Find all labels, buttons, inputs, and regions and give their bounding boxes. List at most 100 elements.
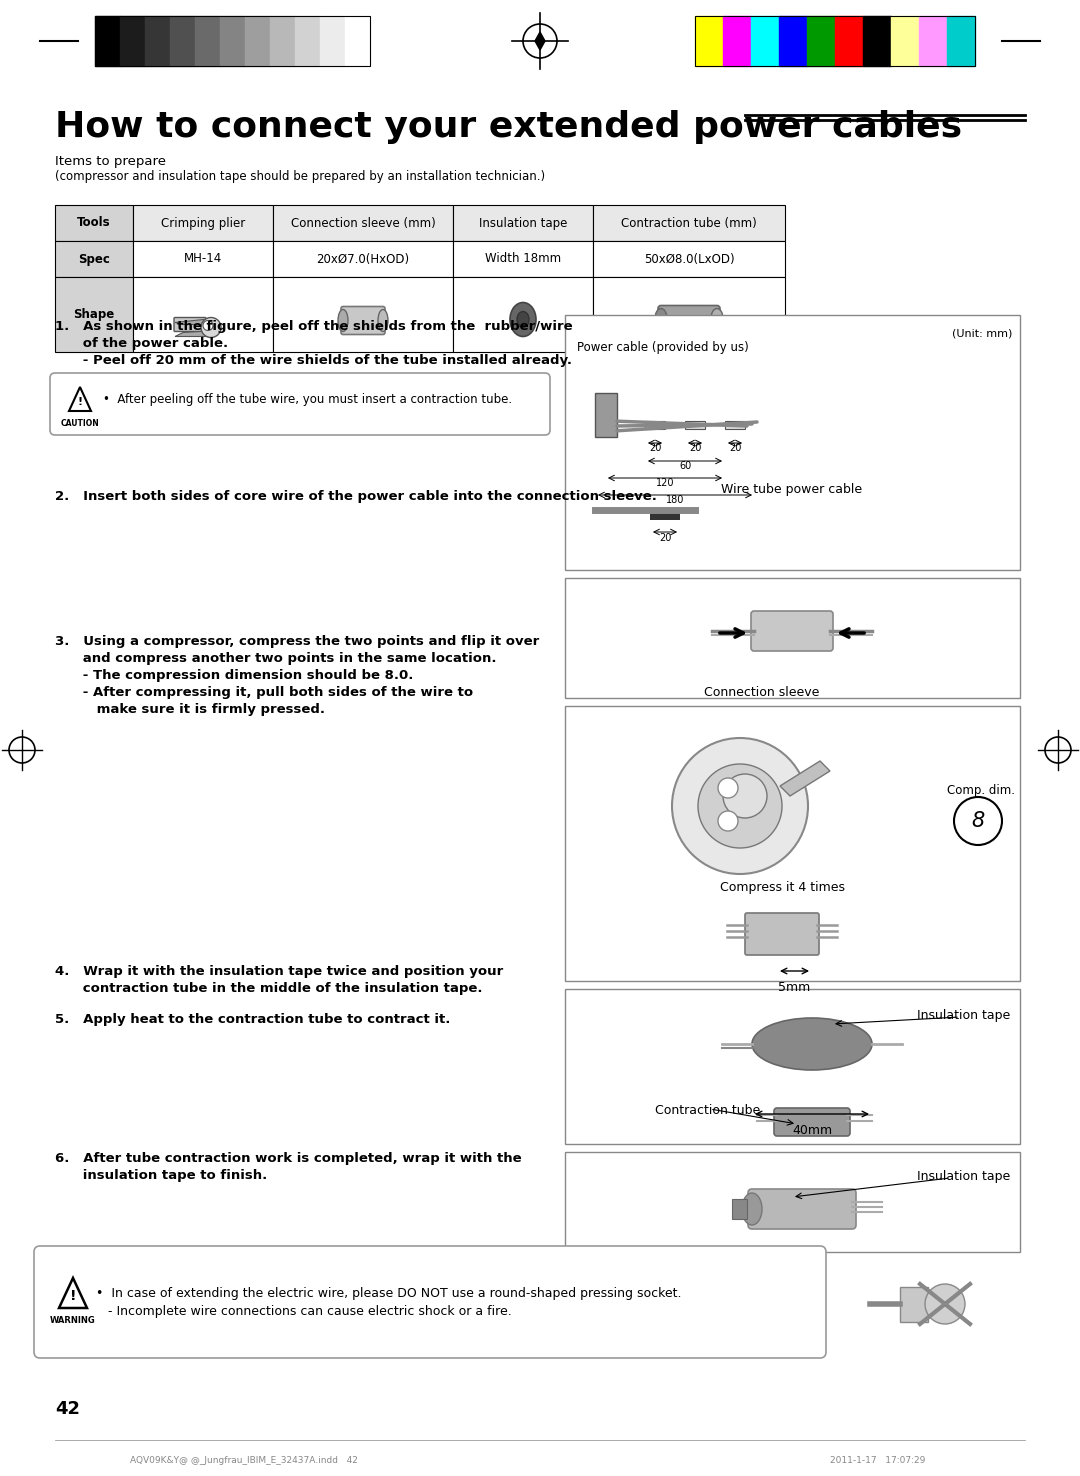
Text: - Peel off 20 mm of the wire shields of the tube installed already.: - Peel off 20 mm of the wire shields of …	[55, 354, 572, 368]
FancyBboxPatch shape	[748, 1190, 856, 1230]
Text: 180: 180	[665, 494, 685, 505]
Text: 20xØ7.0(HxOD): 20xØ7.0(HxOD)	[316, 252, 409, 266]
Text: contraction tube in the middle of the insulation tape.: contraction tube in the middle of the in…	[55, 982, 483, 995]
Bar	[807, 16, 835, 66]
Text: (compressor and insulation tape should be prepared by an installation technician: (compressor and insulation tape should b…	[55, 170, 545, 183]
Text: Connection sleeve: Connection sleeve	[704, 686, 820, 700]
Circle shape	[723, 773, 767, 818]
Bar	[273, 277, 453, 351]
Bar	[696, 16, 975, 66]
Bar	[245, 16, 270, 66]
Text: Shape: Shape	[73, 308, 114, 320]
Polygon shape	[69, 387, 91, 410]
Bar	[453, 205, 593, 241]
Bar	[565, 579, 1020, 698]
Text: Spec: Spec	[78, 252, 110, 266]
Text: WARNING: WARNING	[50, 1317, 96, 1325]
FancyBboxPatch shape	[341, 307, 384, 335]
Ellipse shape	[654, 308, 667, 329]
Text: How to connect your extended power cables: How to connect your extended power cable…	[55, 111, 962, 145]
Circle shape	[203, 320, 213, 331]
Polygon shape	[780, 762, 831, 796]
Text: - The compression dimension should be 8.0.: - The compression dimension should be 8.…	[55, 669, 414, 682]
Text: Insulation tape: Insulation tape	[917, 1170, 1010, 1182]
Text: 8: 8	[971, 810, 985, 831]
Text: AQV09K&Y@ @_Jungfrau_IBIM_E_32437A.indd   42: AQV09K&Y@ @_Jungfrau_IBIM_E_32437A.indd …	[130, 1455, 357, 1466]
Bar	[725, 421, 745, 430]
Text: - Incomplete wire connections can cause electric shock or a fire.: - Incomplete wire connections can cause …	[96, 1305, 512, 1318]
Bar	[220, 16, 245, 66]
Bar	[170, 16, 195, 66]
Text: Crimping plier: Crimping plier	[161, 217, 245, 229]
Bar	[55, 241, 133, 277]
Bar	[55, 277, 133, 351]
Bar	[685, 421, 705, 430]
Bar	[120, 16, 145, 66]
FancyBboxPatch shape	[774, 1108, 850, 1137]
Text: •  After peeling off the tube wire, you must insert a contraction tube.: • After peeling off the tube wire, you m…	[103, 394, 512, 406]
Bar	[295, 16, 320, 66]
Bar	[751, 16, 779, 66]
Bar	[95, 16, 370, 66]
Bar	[565, 989, 1020, 1144]
Text: 1.   As shown in the figure, peel off the shields from the  rubber/wire: 1. As shown in the figure, peel off the …	[55, 320, 572, 334]
Bar	[779, 16, 807, 66]
Text: Wire tube power cable: Wire tube power cable	[721, 483, 863, 496]
FancyBboxPatch shape	[658, 306, 720, 332]
Text: CAUTION: CAUTION	[60, 419, 99, 428]
Circle shape	[924, 1284, 966, 1324]
Polygon shape	[175, 319, 219, 325]
FancyBboxPatch shape	[50, 373, 550, 435]
Ellipse shape	[742, 1193, 762, 1225]
Bar	[919, 16, 947, 66]
Text: 42: 42	[55, 1401, 80, 1418]
Text: •  In case of extending the electric wire, please DO NOT use a round-shaped pres: • In case of extending the electric wire…	[96, 1287, 681, 1300]
Polygon shape	[535, 32, 545, 50]
Bar	[593, 205, 785, 241]
Text: 120: 120	[656, 478, 674, 489]
Ellipse shape	[752, 1018, 872, 1070]
Bar	[95, 16, 120, 66]
Circle shape	[718, 778, 738, 799]
Text: 5mm: 5mm	[778, 982, 810, 993]
Bar	[723, 16, 751, 66]
Bar	[732, 1199, 747, 1219]
FancyBboxPatch shape	[33, 1246, 826, 1358]
Text: 2.   Insert both sides of core wire of the power cable into the connection sleev: 2. Insert both sides of core wire of the…	[55, 490, 657, 503]
Polygon shape	[59, 1278, 87, 1308]
Bar	[593, 277, 785, 351]
Ellipse shape	[517, 311, 529, 328]
Text: 2011-1-17   17:07:29: 2011-1-17 17:07:29	[831, 1455, 926, 1466]
Bar	[145, 16, 170, 66]
Bar	[593, 241, 785, 277]
Bar	[900, 1287, 928, 1322]
Text: 60: 60	[679, 461, 691, 471]
Ellipse shape	[711, 308, 723, 329]
Circle shape	[698, 765, 782, 849]
Ellipse shape	[378, 310, 388, 332]
Text: Connection sleeve (mm): Connection sleeve (mm)	[291, 217, 435, 229]
Text: 3.   Using a compressor, compress the two points and flip it over: 3. Using a compressor, compress the two …	[55, 635, 539, 648]
FancyBboxPatch shape	[745, 914, 819, 955]
Text: 50xØ8.0(LxOD): 50xØ8.0(LxOD)	[644, 252, 734, 266]
Bar	[320, 16, 345, 66]
Text: MH-14: MH-14	[184, 252, 222, 266]
Bar	[595, 393, 617, 437]
Ellipse shape	[338, 310, 348, 332]
Text: insulation tape to finish.: insulation tape to finish.	[55, 1169, 267, 1182]
Text: Insulation tape: Insulation tape	[478, 217, 567, 229]
Bar	[565, 314, 1020, 570]
Bar	[645, 421, 665, 430]
Text: 40mm: 40mm	[792, 1125, 832, 1137]
Bar	[273, 241, 453, 277]
FancyBboxPatch shape	[174, 317, 206, 332]
Ellipse shape	[510, 303, 536, 337]
Text: Contraction tube: Contraction tube	[654, 1104, 760, 1117]
Text: 20: 20	[649, 443, 661, 453]
Bar	[891, 16, 919, 66]
Text: 5.   Apply heat to the contraction tube to contract it.: 5. Apply heat to the contraction tube to…	[55, 1013, 450, 1026]
Text: 20: 20	[689, 443, 701, 453]
Text: !: !	[70, 1289, 77, 1303]
Bar	[947, 16, 975, 66]
Circle shape	[718, 810, 738, 831]
